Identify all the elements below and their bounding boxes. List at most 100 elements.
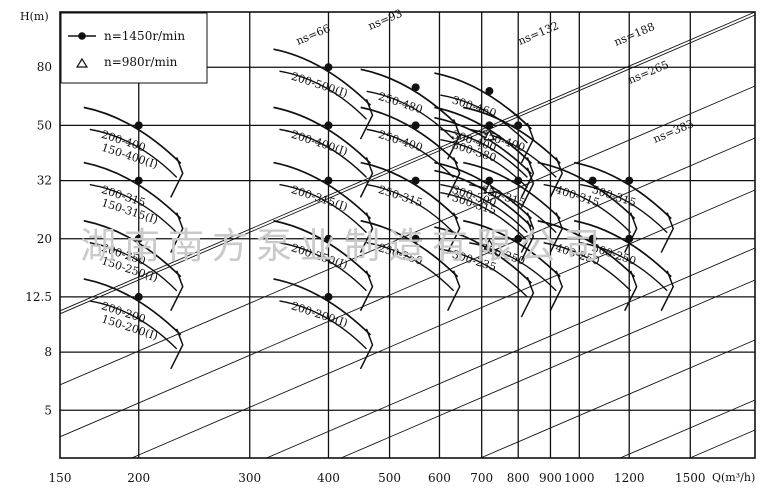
- head-curve: [463, 219, 561, 278]
- filled-circle-marker: [514, 121, 523, 130]
- head-curve: [434, 116, 532, 175]
- model-label-250-400: 250-400: [377, 128, 424, 154]
- lower-curve: [279, 70, 367, 120]
- curve-edge: [549, 270, 564, 312]
- filled-circle-marker: [324, 121, 333, 130]
- ns-label: ns=188: [612, 20, 657, 49]
- head-curve: [273, 219, 372, 278]
- curve-edge: [660, 270, 675, 312]
- lower-curve: [469, 242, 557, 292]
- head-curve: [273, 106, 372, 164]
- data-markers: [134, 63, 634, 301]
- x-tick-label: 1500: [675, 471, 706, 485]
- lower-curve: [279, 128, 367, 178]
- curve-edge: [446, 119, 461, 160]
- ns-line: [59, 11, 756, 312]
- head-curve: [83, 278, 182, 336]
- lower-curve: [89, 242, 178, 292]
- open-triangle-marker: [483, 182, 496, 194]
- lower-curve: [469, 128, 557, 178]
- y-tick-label: 32: [37, 174, 52, 188]
- filled-circle-marker: [588, 176, 597, 185]
- lower-curve: [366, 183, 455, 234]
- ns-line: [480, 339, 756, 459]
- curve-edge: [359, 157, 374, 198]
- lower-curve: [580, 242, 668, 292]
- lower-curve: [366, 90, 455, 140]
- curve-edge: [359, 98, 374, 140]
- head-curve: [273, 278, 372, 336]
- lower-curve: [89, 183, 178, 234]
- lower-curve: [440, 183, 528, 234]
- head-curve: [83, 106, 182, 164]
- filled-circle-marker: [324, 234, 333, 243]
- x-tick-label: 500: [378, 471, 401, 485]
- lower-curve: [89, 300, 178, 350]
- filled-circle-marker: [411, 121, 420, 130]
- head-curve: [434, 72, 532, 130]
- head-curve: [434, 161, 532, 220]
- legend-open-triangle-marker: [75, 57, 89, 68]
- head-curve: [360, 161, 459, 220]
- x-tick-label: 600: [428, 471, 451, 485]
- filled-circle-marker: [324, 176, 333, 185]
- model-label-200-500-i: 200-500(I): [290, 70, 350, 100]
- filled-circle-marker: [411, 176, 420, 185]
- y-tick-labels: 5 8 12.5 20 32 50 80: [25, 60, 52, 417]
- curve-edge: [359, 328, 374, 370]
- x-tick-label: 400: [317, 471, 340, 485]
- filled-circle-marker: [485, 121, 494, 130]
- head-curve: [360, 106, 459, 164]
- filled-circle-marker: [411, 234, 420, 243]
- model-label-250-315: 250-315: [377, 183, 424, 209]
- head-curve: [463, 106, 561, 164]
- curve-edge: [520, 220, 535, 261]
- ns-label: ns=66: [294, 22, 332, 48]
- x-tick-label: 800: [507, 471, 530, 485]
- filled-circle-marker: [514, 234, 523, 243]
- ns-line: [266, 247, 756, 459]
- filled-circle-marker: [134, 292, 143, 301]
- x-tick-label: 1200: [614, 471, 645, 485]
- ns-line: [59, 85, 756, 386]
- curve-edge: [520, 212, 535, 253]
- y-tick-label: 5: [44, 403, 52, 417]
- head-curve: [537, 161, 636, 220]
- lower-curve: [543, 242, 632, 292]
- curve-edge: [170, 212, 184, 253]
- legend: n=1450r/min n=980r/min: [60, 12, 208, 84]
- lower-curve: [89, 128, 178, 178]
- x-tick-label: 300: [238, 471, 261, 485]
- filled-circle-marker: [134, 121, 143, 130]
- ns-line: [59, 137, 756, 438]
- curve-edge: [446, 270, 461, 312]
- legend-label-1450: n=1450r/min: [104, 29, 185, 43]
- head-curve: [273, 161, 372, 220]
- y-axis-title: H(m): [20, 10, 49, 23]
- curve-edge: [520, 167, 535, 209]
- filled-circle-marker: [324, 63, 333, 72]
- lower-curve: [440, 191, 528, 242]
- ns-label: ns=265: [626, 58, 671, 87]
- head-curve: [83, 161, 182, 220]
- model-label-250-480: 250-480: [377, 90, 424, 116]
- curve-edge: [170, 157, 184, 198]
- filled-circle-marker: [324, 292, 333, 301]
- curve-edge: [623, 270, 638, 312]
- head-curve: [360, 68, 459, 126]
- head-curve: [273, 48, 372, 106]
- ns-label: ns=132: [516, 19, 561, 48]
- model-labels: 200-400150-400(I)200-315150-315(I)200-25…: [100, 70, 638, 343]
- legend-filled-circle-marker: [78, 32, 86, 40]
- ns-line: [689, 429, 756, 459]
- y-tick-label: 8: [44, 345, 52, 359]
- model-label-200-315-i: 200-315(I): [290, 183, 350, 213]
- filled-circle-marker: [134, 176, 143, 185]
- filled-circle-marker: [514, 176, 523, 185]
- y-tick-label: 12.5: [25, 290, 52, 304]
- ns-label: ns=93: [366, 7, 404, 33]
- head-curve: [434, 169, 532, 228]
- lower-curve: [440, 128, 528, 178]
- curve-edge: [623, 212, 638, 253]
